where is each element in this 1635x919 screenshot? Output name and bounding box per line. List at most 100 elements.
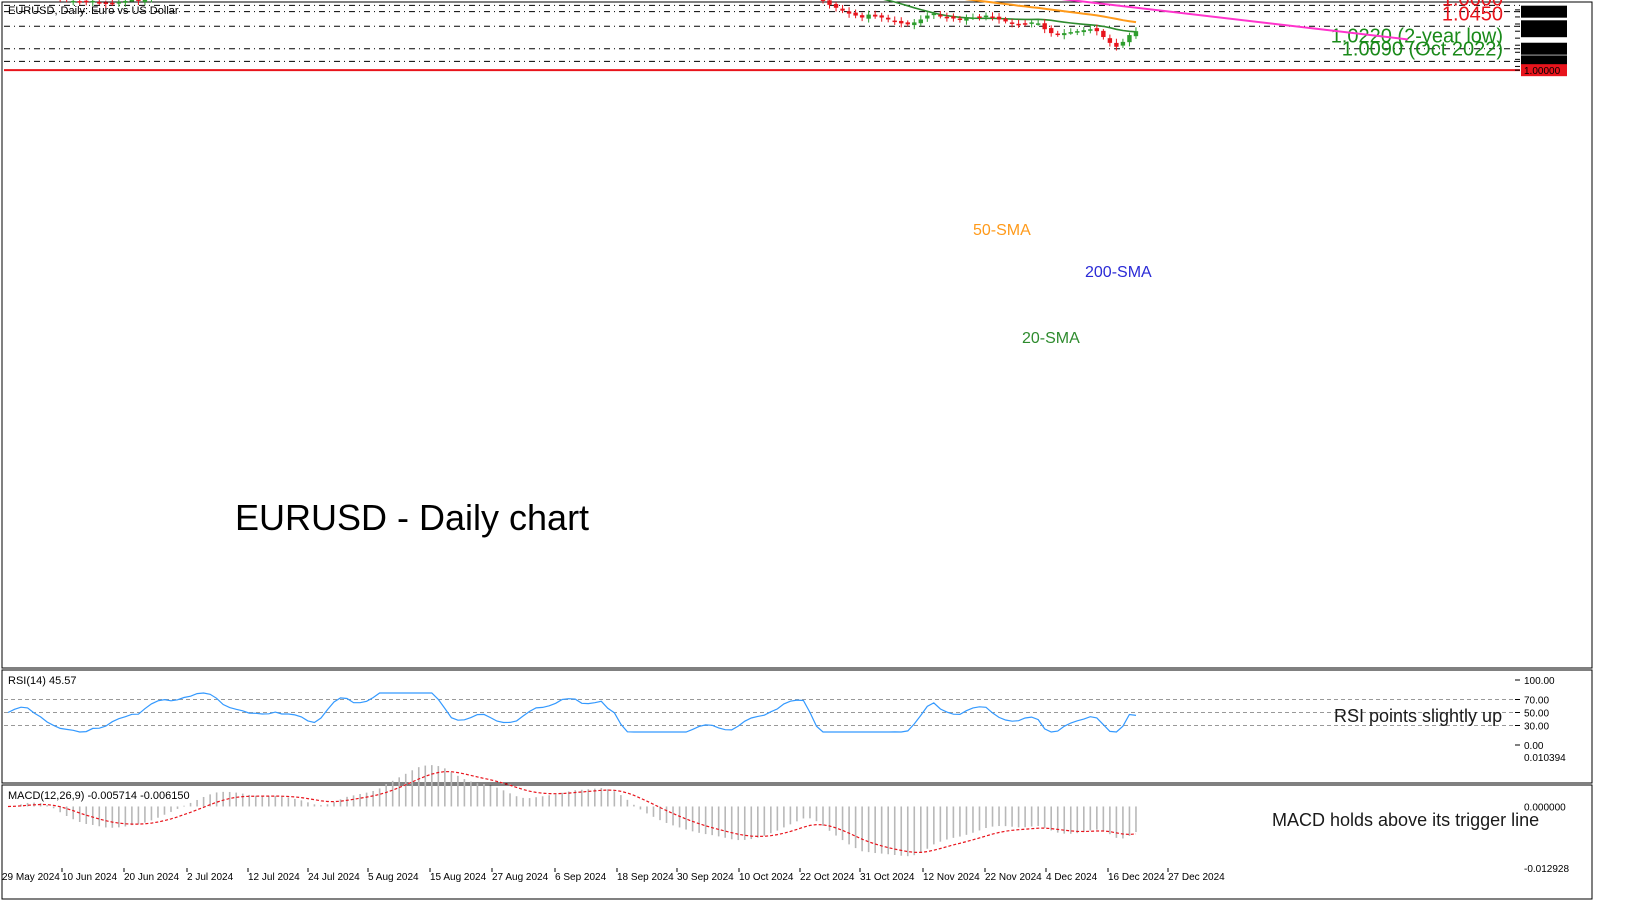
time-tick-label: 29 May 2024: [2, 872, 60, 883]
bear-candle: [1042, 23, 1047, 30]
bull-candle: [912, 22, 917, 26]
time-tick-label: 18 Sep 2024: [617, 872, 674, 883]
bull-candle: [1120, 41, 1126, 46]
bull-candle: [1062, 33, 1067, 36]
bear-candle: [103, 2, 108, 4]
bear-candle: [1003, 18, 1008, 22]
sma20-label: 20-SMA: [1022, 330, 1080, 347]
time-axis: 29 May 2024 10 Jun 2024 20 Jun 2024 2 Jul 2…: [1, 868, 1225, 883]
time-tick-label: 24 Jul 2024: [308, 872, 360, 883]
bear-candle: [886, 17, 891, 20]
price-tag-label: 1.00000: [1524, 66, 1561, 77]
price-tag-label: 1.03996: [1524, 27, 1561, 38]
bull-candle: [116, 1, 122, 4]
bull-candle: [1075, 31, 1080, 33]
bear-candle: [1022, 23, 1028, 25]
time-tick-label: 5 Aug 2024: [368, 872, 419, 883]
price-tag-label: 1.02200: [1524, 45, 1561, 56]
rsi-tick-label: 70.00: [1524, 696, 1549, 707]
time-tick-label: 2 Jul 2024: [187, 872, 234, 883]
sma20-line: [883, 0, 1137, 33]
time-tick-label: 30 Sep 2024: [677, 872, 734, 883]
sma200-label: 200-SMA: [1085, 264, 1152, 281]
bull-candle: [71, 0, 76, 3]
bear-candle: [892, 20, 897, 23]
rsi-tick-label: 50.00: [1524, 709, 1549, 720]
bear-candle: [1107, 38, 1113, 43]
rsi-tick-label: 30.00: [1524, 722, 1549, 733]
rsi-pane-frame: [1, 669, 1593, 784]
bull-candle: [142, 0, 148, 3]
bear-candle: [853, 12, 858, 16]
bear-candle: [1016, 23, 1021, 26]
time-tick-label: 10 Oct 2024: [739, 872, 794, 883]
price-tag-box: [1521, 64, 1567, 77]
time-tick-label: 15 Aug 2024: [430, 872, 487, 883]
bear-candle: [1101, 30, 1106, 38]
rsi-header-label: RSI(14) 45.57: [8, 675, 76, 687]
time-tick-label: 4 Dec 2024: [1046, 872, 1098, 883]
macd-pane-frame: [1, 784, 1593, 900]
macd-tick-label: 0.010394: [1524, 753, 1566, 764]
time-tick-label: 20 Jun 2024: [124, 872, 179, 883]
bear-candle: [77, 1, 82, 3]
macd-tick-label: 0.000000: [1524, 802, 1566, 813]
bear-candle: [859, 15, 865, 18]
bull-candle: [1029, 22, 1034, 24]
sma50-label: 50-SMA: [973, 222, 1031, 239]
bear-candle: [951, 16, 956, 19]
bull-candle: [964, 18, 969, 21]
bear-candle: [1055, 33, 1060, 36]
bull-candle: [1081, 30, 1086, 33]
time-tick-label: 31 Oct 2024: [860, 872, 915, 883]
rsi-annotation: RSI points slightly up: [1334, 706, 1502, 726]
time-tick-label: 27 Aug 2024: [492, 872, 549, 883]
bull-candle: [1133, 31, 1139, 37]
moving-averages: [883, 0, 1137, 33]
bear-candle: [97, 2, 102, 4]
bear-candle: [110, 2, 115, 5]
bear-candle: [977, 16, 982, 18]
bull-candle: [1068, 32, 1073, 34]
bear-candle: [938, 14, 943, 17]
level-label: 1.0220 (2-year low): [1331, 26, 1503, 48]
rsi-indicator: [4, 692, 1520, 733]
bear-candle: [899, 20, 904, 24]
downtrend-line: [1061, 0, 1409, 41]
bear-candle: [1094, 28, 1100, 32]
bull-candle: [1127, 35, 1132, 43]
bull-candle: [925, 15, 930, 19]
price-tag-label: 1.06000: [1524, 8, 1561, 19]
chart-header-title: EURUSD, Daily: Euro vs US Dollar: [8, 5, 179, 17]
time-tick-label: 22 Nov 2024: [985, 872, 1042, 883]
price-axis: 1.061851.060001.045001.039961.022001.009…: [1515, 5, 1569, 875]
bull-candle: [90, 0, 95, 3]
bull-candle: [129, 0, 135, 2]
bear-candle: [944, 16, 950, 19]
bear-candle: [879, 15, 884, 18]
level-label: 1.0450: [1442, 3, 1503, 25]
bear-candle: [84, 0, 89, 3]
bull-candle: [918, 19, 923, 24]
trendline-group: [1061, 0, 1409, 41]
candlesticks: [59, 0, 1139, 51]
time-tick-label: 6 Sep 2024: [555, 872, 607, 883]
level-label: 1.0665: [1442, 0, 1503, 4]
bear-candle: [846, 11, 852, 14]
rsi-tick-label: 0.00: [1524, 741, 1544, 752]
bull-candle: [123, 0, 128, 3]
time-tick-label: 16 Dec 2024: [1108, 872, 1165, 883]
bear-candle: [996, 16, 1002, 20]
bear-candle: [872, 14, 878, 17]
bull-candle: [931, 13, 937, 16]
bear-candle: [136, 0, 141, 1]
support-resistance-levels: 1.1275 (July 2023)1.1215 (14-month high)…: [4, 0, 1520, 72]
bull-candle: [1035, 23, 1041, 25]
bear-candle: [990, 16, 995, 18]
bull-candle: [983, 15, 989, 18]
bear-candle: [957, 18, 963, 21]
rsi-line: [7, 692, 1137, 733]
time-tick-label: 12 Nov 2024: [923, 872, 980, 883]
chart-main-title: EURUSD - Daily chart: [235, 497, 589, 538]
